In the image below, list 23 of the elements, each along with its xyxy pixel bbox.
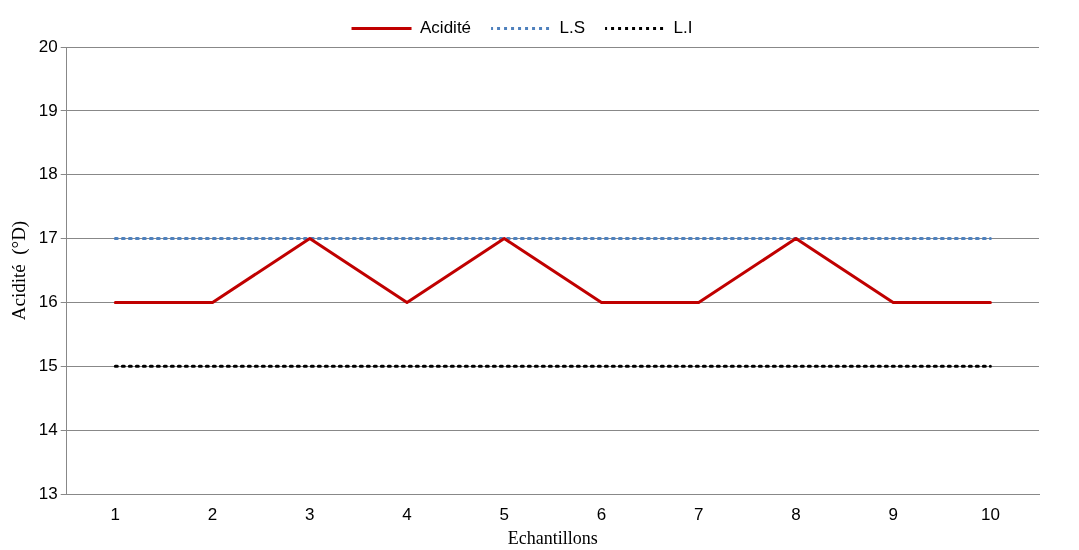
y-tick-label: 14: [38, 419, 58, 439]
x-tick-label: 2: [207, 504, 218, 524]
legend-label: Acidité: [420, 18, 472, 38]
x-tick-label: 8: [791, 504, 801, 524]
x-tick-label: 3: [305, 504, 315, 524]
y-tick-label: 18: [38, 164, 58, 184]
y-tick-label: 13: [38, 483, 58, 503]
y-tick-label: 17: [38, 228, 58, 248]
legend-label: L.I: [673, 18, 693, 38]
y-tick-label: 19: [38, 100, 58, 120]
y-axis-title: Acidité (°D): [8, 220, 31, 321]
x-tick-label: 4: [402, 504, 412, 524]
x-tick-label: 1: [110, 504, 121, 524]
x-tick-label: 9: [888, 504, 898, 524]
x-tick-label: 10: [980, 504, 1000, 524]
x-tick-label: 7: [693, 504, 704, 524]
x-tick-label: 5: [499, 504, 509, 524]
y-tick-label: 20: [38, 36, 58, 56]
x-tick-label: 6: [596, 504, 607, 524]
y-tick-label: 16: [38, 292, 58, 312]
y-tick-label: 15: [38, 355, 58, 375]
x-axis-title: Echantillons: [507, 527, 598, 548]
legend-label: L.S: [559, 18, 586, 38]
